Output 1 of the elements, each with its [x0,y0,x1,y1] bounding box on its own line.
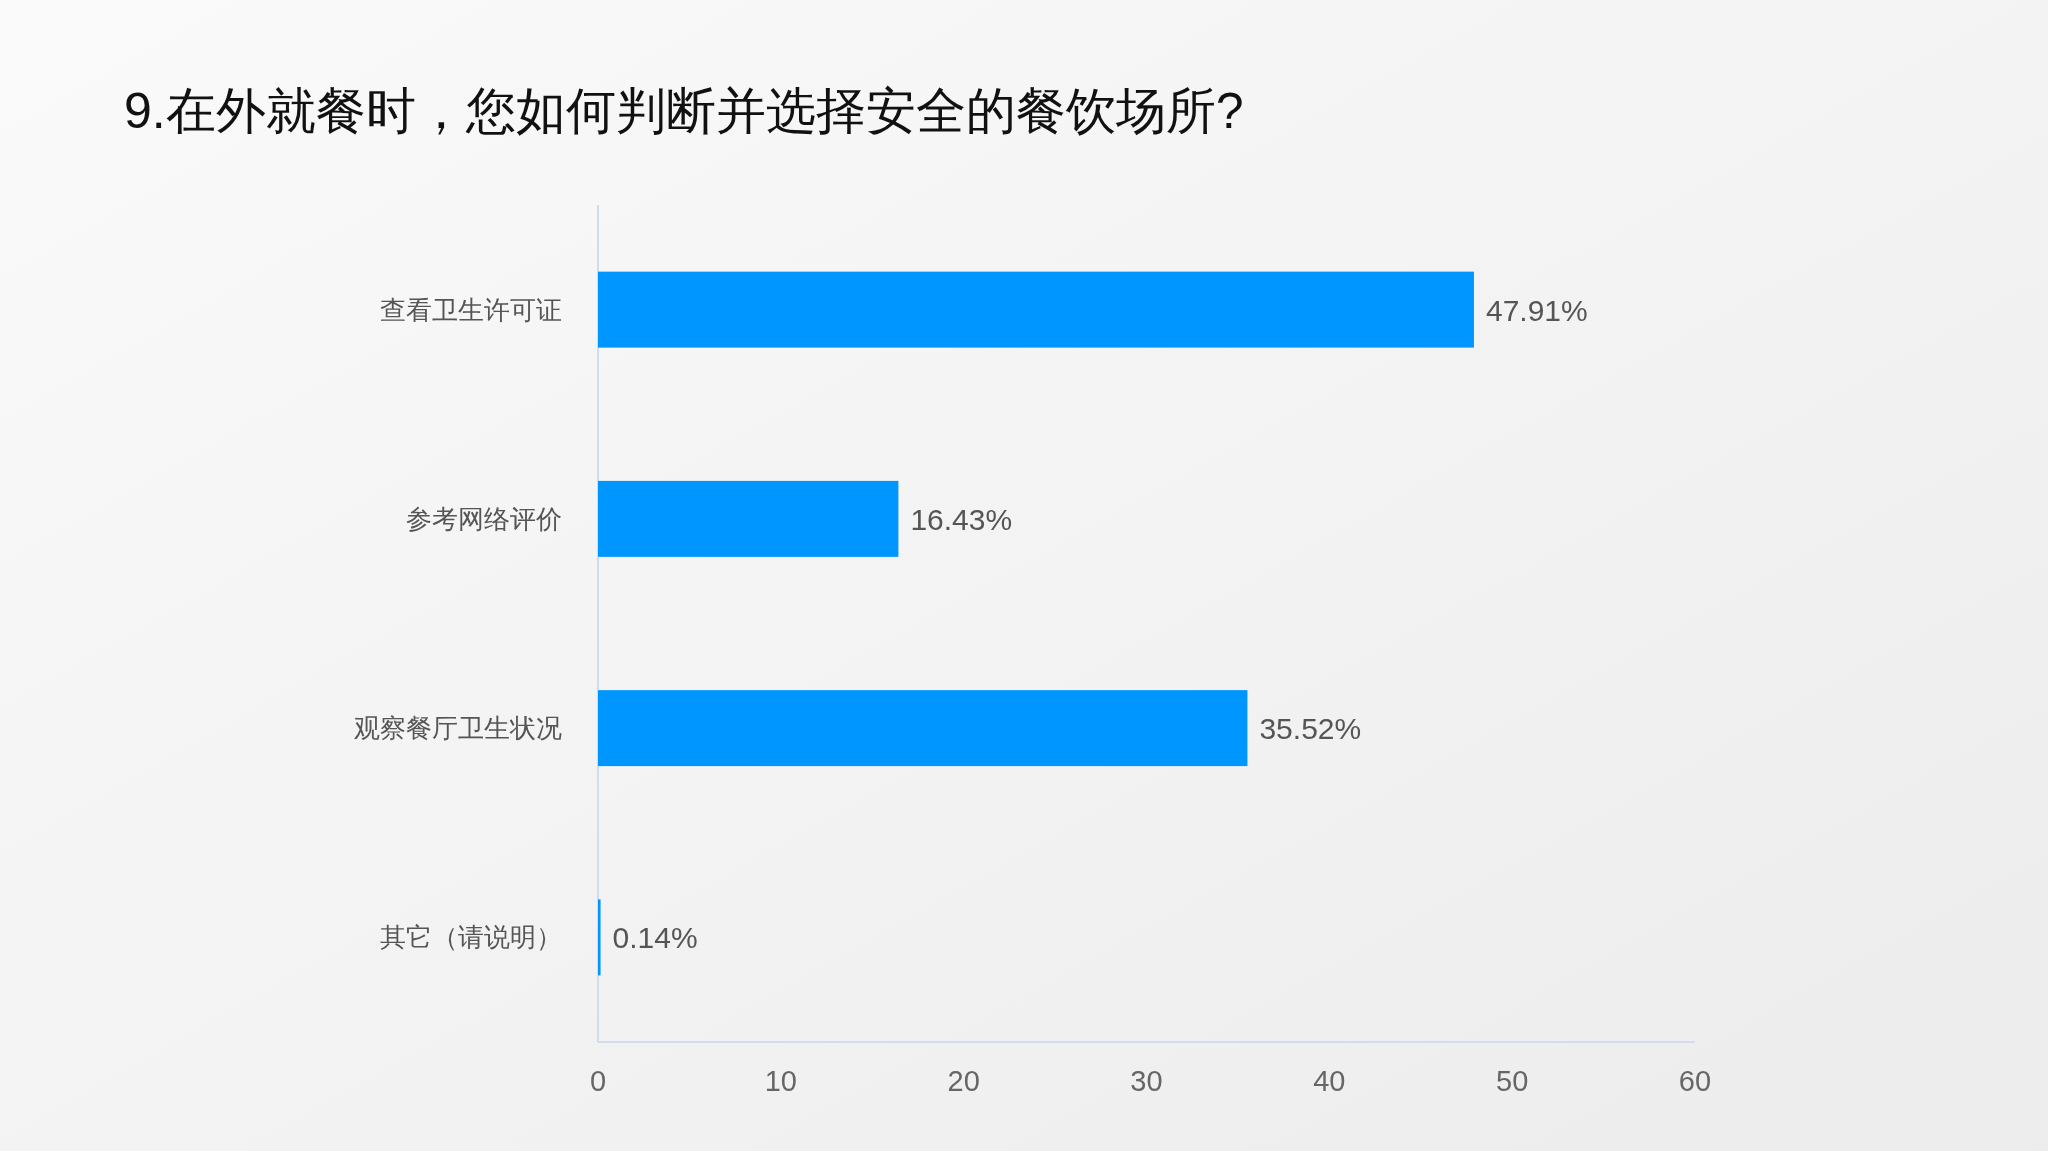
title: 9.在外就餐时，您如何判断并选择安全的餐饮场所? [124,83,1244,139]
